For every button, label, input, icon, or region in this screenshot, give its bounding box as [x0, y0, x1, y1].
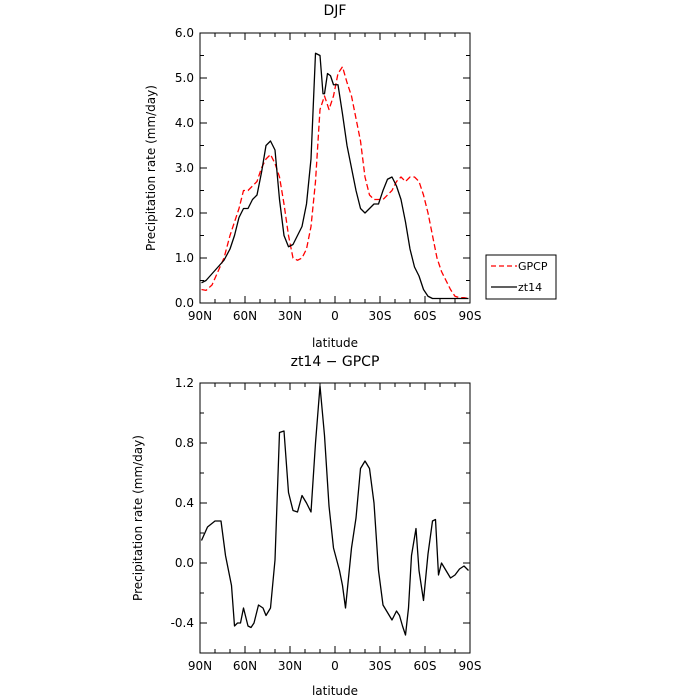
- diff-plot-frame: [199, 382, 471, 654]
- diff-y-tick-label: 0.4: [175, 496, 194, 510]
- djf-series-line-zt14: [201, 52, 469, 300]
- legend-label-gpcp: GPCP: [518, 260, 548, 273]
- djf-y-tick-label: 0.0: [175, 296, 194, 310]
- djf-x-tick-label: 30N: [278, 309, 302, 323]
- diff-series-line-difference: [200, 385, 469, 636]
- legend-frame: [485, 254, 557, 300]
- djf-x-tick-label: 90N: [188, 309, 212, 323]
- djf-x-axis-label: latitude: [312, 336, 358, 350]
- djf-y-tick-label: 3.0: [175, 161, 194, 175]
- difference-panel: zt14 − GPCP latitude Precipitation rate …: [131, 354, 481, 698]
- diff-x-tick-label: 0: [331, 659, 339, 673]
- diff-x-tick-label: 60N: [233, 659, 257, 673]
- djf-x-tick-label: 0: [331, 309, 339, 323]
- diff-y-axis-label: Precipitation rate (mm/day): [131, 435, 145, 601]
- djf-x-tick-label: 60S: [414, 309, 437, 323]
- diff-x-axis-label: latitude: [312, 684, 358, 698]
- djf-panel: DJF latitude Precipitation rate (mm/day)…: [144, 3, 557, 350]
- djf-y-tick-label: 1.0: [175, 251, 194, 265]
- diff-y-tick-label: 1.2: [175, 376, 194, 390]
- djf-x-tick-label: 30S: [369, 309, 392, 323]
- diff-x-tick-label: 90N: [188, 659, 212, 673]
- djf-x-tick-label: 90S: [459, 309, 482, 323]
- djf-y-tick-label: 4.0: [175, 116, 194, 130]
- djf-y-axis-label: Precipitation rate (mm/day): [144, 85, 158, 251]
- djf-legend: GPCP zt14: [485, 254, 557, 300]
- diff-x-tick-label: 90S: [459, 659, 482, 673]
- diff-y-tick-label: 0.8: [175, 436, 194, 450]
- djf-panel-title: DJF: [324, 3, 347, 19]
- djf-x-tick-label: 60N: [233, 309, 257, 323]
- diff-x-tick-label: 30S: [369, 659, 392, 673]
- djf-series-line-gpcp: [201, 66, 469, 300]
- legend-label-zt14: zt14: [518, 281, 542, 294]
- djf-y-tick-label: 2.0: [175, 206, 194, 220]
- diff-y-tick-label: -0.4: [171, 616, 194, 630]
- djf-y-tick-label: 6.0: [175, 26, 194, 40]
- diff-panel-title: zt14 − GPCP: [291, 354, 380, 370]
- djf-plot-frame: [199, 32, 471, 304]
- diff-x-tick-label: 60S: [414, 659, 437, 673]
- diff-y-tick-label: 0.0: [175, 556, 194, 570]
- diff-x-tick-label: 30N: [278, 659, 302, 673]
- djf-y-tick-label: 5.0: [175, 71, 194, 85]
